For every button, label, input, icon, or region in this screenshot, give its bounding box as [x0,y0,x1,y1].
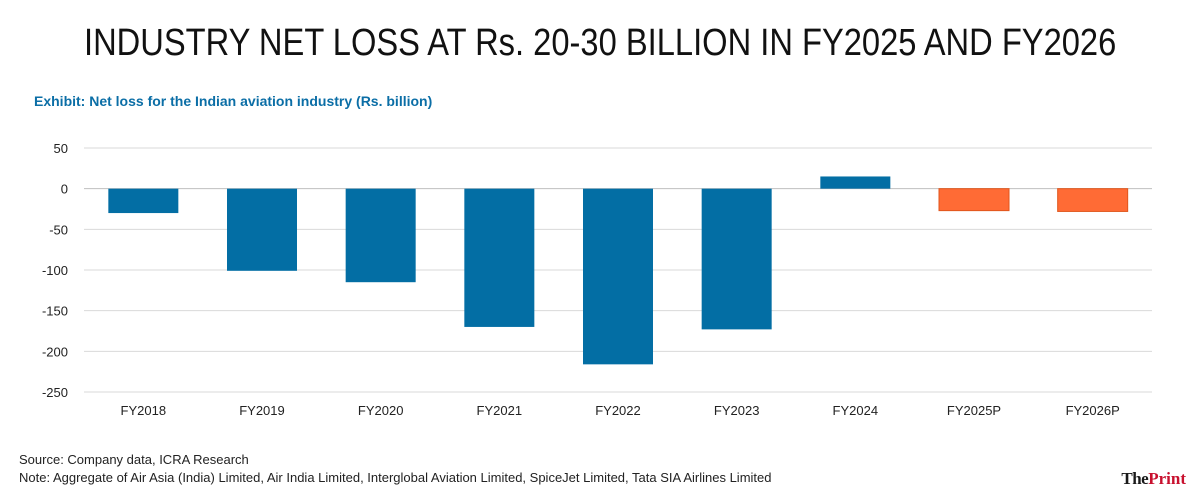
x-tick-label: FY2019 [239,403,285,418]
source-note: Source: Company data, ICRA Research [19,452,249,467]
y-tick-label: 0 [61,182,68,197]
x-tick-label: FY2023 [714,403,760,418]
bar-fy2022 [583,188,653,365]
headline: INDUSTRY NET LOSS AT Rs. 20-30 BILLION I… [84,22,1117,64]
bar-fy2021 [464,188,535,327]
y-axis-ticks: 50 0 -50 -100 -150 -200 -250 [42,141,68,400]
bar-fy2023 [701,188,772,330]
chart-subtitle: Exhibit: Net loss for the Indian aviatio… [34,93,433,109]
y-tick-label: -100 [42,263,68,278]
x-tick-label: FY2022 [595,403,641,418]
logo-print: Print [1148,469,1186,488]
bar-fy2026p [1057,188,1129,212]
bar-fy2018 [108,188,179,214]
x-tick-label: FY2020 [358,403,404,418]
bar-fy2024 [820,176,891,189]
theprint-logo[interactable]: ThePrint [1121,469,1186,489]
y-tick-label: -50 [49,222,68,237]
y-tick-label: -250 [42,385,68,400]
y-tick-label: -200 [42,344,68,359]
x-tick-label: FY2021 [477,403,523,418]
bars [108,176,1129,365]
bar-chart: 50 0 -50 -100 -150 -200 -250 FY2018 FY2019 FY202… [42,141,1152,418]
logo-the: The [1121,469,1149,488]
y-tick-label: 50 [54,141,68,156]
y-tick-label: -150 [42,304,68,319]
bar-fy2025p [938,188,1010,212]
x-tick-label: FY2018 [121,403,167,418]
bar-fy2019 [227,188,297,271]
x-tick-label: FY2025P [947,403,1001,418]
x-axis-ticks: FY2018 FY2019 FY2020 FY2021 FY2022 FY2023 FY20… [121,403,1120,418]
bar-fy2020 [345,188,416,283]
footnote: Note: Aggregate of Air Asia (India) Limi… [19,470,772,485]
x-tick-label: FY2024 [833,403,879,418]
x-tick-label: FY2026P [1066,403,1120,418]
